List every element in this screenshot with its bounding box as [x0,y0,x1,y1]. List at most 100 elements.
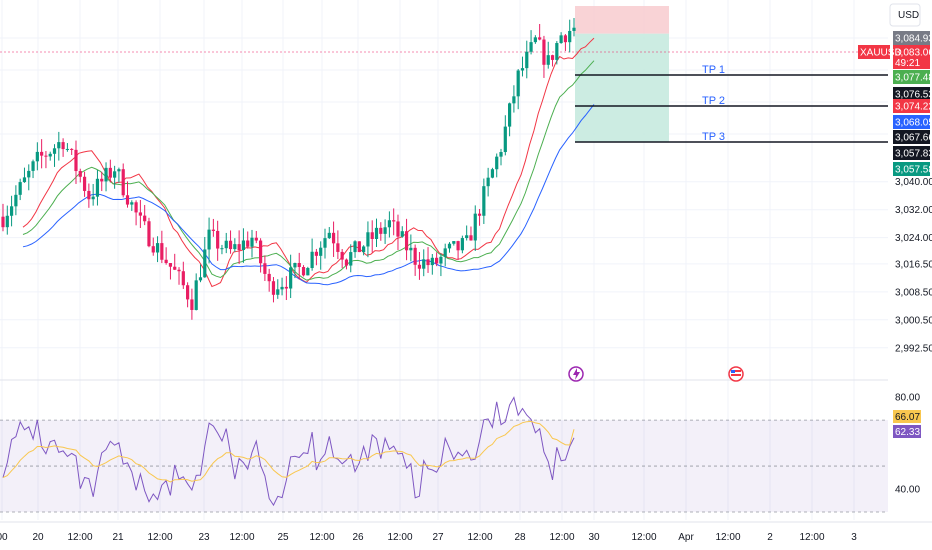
candle-body [276,289,280,295]
currency-box [889,3,921,27]
candle-body [61,142,65,150]
candle-body [160,243,164,260]
candle-body [314,251,319,256]
candle-body [512,96,516,104]
candle-body [503,126,507,153]
candle-body [499,152,503,157]
candle-body [555,43,559,60]
price-tag-label: 3,084.939 [895,34,932,45]
symbol-tag-label: XAUUSD [860,48,902,59]
candle-body [572,27,576,31]
candle-body [280,286,284,290]
candle-body [413,247,417,265]
candle-body [181,271,185,286]
candle-body [198,277,203,281]
price-tick-label: 3,000.500 [895,315,932,326]
price-tag-label: 3,067.660 [895,133,932,144]
candle-body [267,273,271,282]
take-profit-zone [575,33,669,142]
moving-averages [22,37,595,288]
candle-body [241,240,246,251]
candle-body [456,241,460,251]
price-tick-label: 3,008.500 [895,287,932,298]
flag-stripe [731,374,741,376]
candle-body [486,177,490,187]
candle-body [224,240,228,249]
candle-body [550,55,555,60]
candle-body [443,248,447,257]
candle-body [1,216,5,228]
price-tick-label: 3,032.000 [895,205,932,216]
rsi-line [2,396,575,507]
time-tick-label: 23 [198,532,210,543]
candle-body [293,262,297,268]
candle-body [516,70,520,97]
candle-body [439,256,443,264]
candle-body [469,235,473,241]
price-tag-box [893,31,930,45]
rsi-pane [0,396,888,513]
candle-body [271,281,276,295]
candle-body [383,227,387,234]
lightning-bolt [573,368,580,380]
candle-body [392,220,396,222]
candle-body [203,249,207,278]
candle-body [542,39,546,65]
candle-body [237,244,241,251]
price-tick-label: 3,024.000 [895,233,932,244]
flag-stripe [731,370,741,372]
candle-body [387,220,391,228]
candle-body [211,229,215,231]
price-axis[interactable]: 3,084.939 3,083.060 3,077.480 3,076.5353,07… [858,3,932,496]
candle-body [52,148,57,154]
candle-body [5,215,9,228]
candle-body [344,259,349,266]
candle-body [258,240,263,264]
candle-body [404,231,409,251]
time-tick-label: 12:00 [467,532,492,543]
price-tag-box [893,45,930,59]
candle-body [482,186,486,216]
candle-body [447,243,452,249]
candle-body [529,42,533,52]
candle-body [331,232,336,244]
grid-lines [0,0,888,520]
rsi-ma-line [2,420,575,483]
candle-body [177,269,181,272]
time-tick-label: 12:00 [799,532,824,543]
candle-body [452,241,456,244]
candle-body [147,221,151,247]
rsi-tag-label: 62.33 [895,427,920,438]
time-tick-label: 12:00 [387,532,412,543]
candle-body [319,247,323,256]
candle-body [559,35,563,44]
candle-body [289,267,293,289]
candle-body [82,176,87,191]
rsi-ma-tag-box [893,410,921,423]
ema-fast-line [22,37,595,288]
time-tick-label: 12:00 [715,532,740,543]
candle-body [477,213,482,216]
candle-body [138,212,142,216]
candle-body [57,142,61,149]
candle-body [48,153,52,157]
us-flag-event-icon [728,366,744,382]
candle-body [220,248,224,250]
candle-body [563,35,568,43]
time-axis[interactable]: 002012:002112:002312:002512:002612:00271… [0,521,932,543]
candle-body [78,171,82,177]
time-tick-label: 21 [112,532,124,543]
candlesticks [1,17,576,320]
currency-label: USD [898,10,919,21]
stop-loss-zone [575,6,669,34]
rsi-tick-label: 80.00 [895,393,920,404]
candle-body [216,230,220,249]
time-tick-label: 12:00 [67,532,92,543]
time-tick-label: 12:00 [147,532,172,543]
candle-body [370,232,374,239]
candle-body [40,151,44,156]
candle-body [323,238,327,248]
tp-label: TP 3 [702,131,725,143]
candle-body [35,151,39,162]
